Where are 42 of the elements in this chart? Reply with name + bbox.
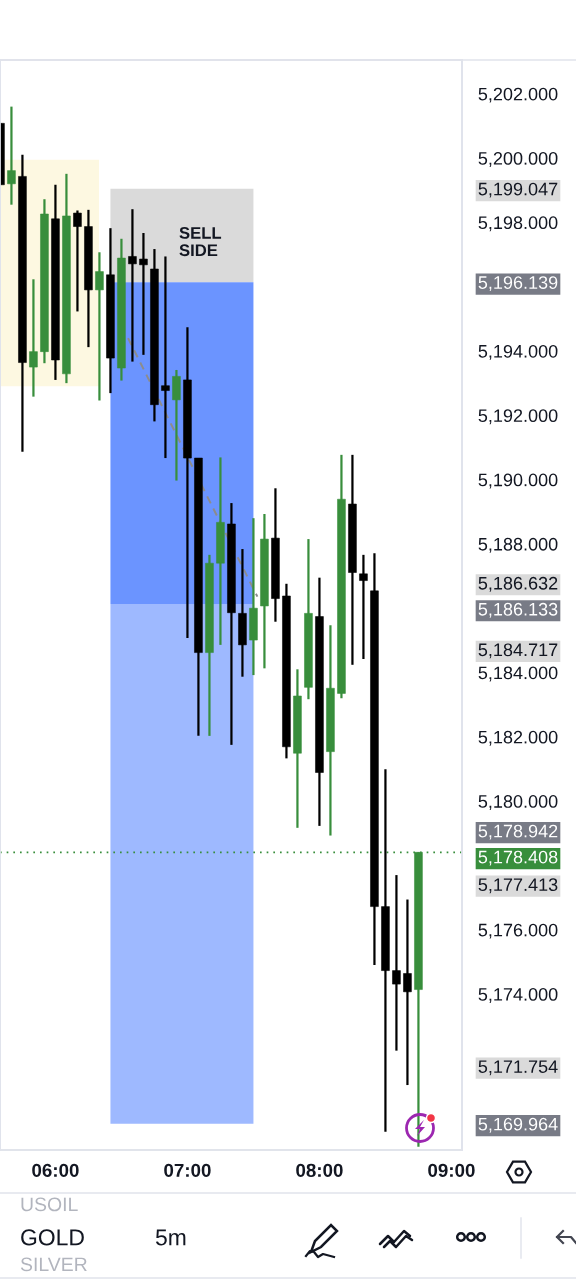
- y-tick-label: 5,192.000: [478, 409, 558, 425]
- candlestick: [403, 898, 412, 1087]
- y-tick-label: 5,174.000: [478, 987, 558, 1003]
- y2-tick-label: 5,184.717: [478, 643, 558, 659]
- x-tick-label: 09:00: [428, 1163, 475, 1177]
- x-tick-label: 07:00: [164, 1163, 211, 1177]
- y2-tick-label: 5,177.413: [478, 878, 558, 894]
- y3-tick-label: 5,196.139: [478, 276, 558, 292]
- y3-tick-label: 5,178.942: [478, 824, 558, 840]
- y2-tick-label: 5,186.632: [478, 576, 558, 592]
- text: USOIL: [21, 1197, 78, 1212]
- candlestick: [128, 208, 137, 363]
- y-tick-label: 5,200.000: [478, 152, 558, 167]
- text: 5m: [155, 1229, 186, 1246]
- y-tick-label: 5,194.000: [478, 344, 558, 360]
- y-tick-label: 5,188.000: [478, 537, 558, 553]
- y-tick-label: 5,190.000: [478, 473, 558, 489]
- text: SILVER: [20, 1257, 87, 1272]
- y-tick-label: 5,180.000: [478, 795, 558, 810]
- y2-tick-label: 5,171.754: [478, 1060, 558, 1076]
- x-tick-label: 06:00: [32, 1163, 79, 1177]
- y3-tick-label: 5,186.133: [478, 602, 558, 618]
- y-tick-label: 5,184.000: [478, 666, 558, 682]
- candlestick: [161, 255, 170, 460]
- y3-tick-label: 5,169.964: [478, 1117, 558, 1133]
- y-tick-label: 5,182.000: [478, 730, 558, 746]
- text: GOLD: [21, 1229, 84, 1246]
- annotation: SELL SIDE: [179, 227, 222, 257]
- candlestick: [392, 873, 401, 1052]
- x-tick-label: 08:00: [296, 1163, 343, 1177]
- y-tick-label: 5,176.000: [478, 923, 558, 939]
- candlestick: [7, 105, 16, 206]
- y2-tick-label: 5,199.047: [478, 182, 558, 198]
- candlestick: [359, 553, 368, 661]
- ref-line-label: 5,178.408: [478, 850, 558, 866]
- candlestick: [172, 368, 181, 482]
- candlestick: [95, 251, 104, 402]
- y-tick-label: 5,198.000: [478, 216, 558, 232]
- candlestick: [29, 278, 38, 398]
- candlestick: [73, 209, 82, 313]
- y-tick-label: 5,202.000: [478, 87, 558, 103]
- candlestick: [139, 231, 148, 356]
